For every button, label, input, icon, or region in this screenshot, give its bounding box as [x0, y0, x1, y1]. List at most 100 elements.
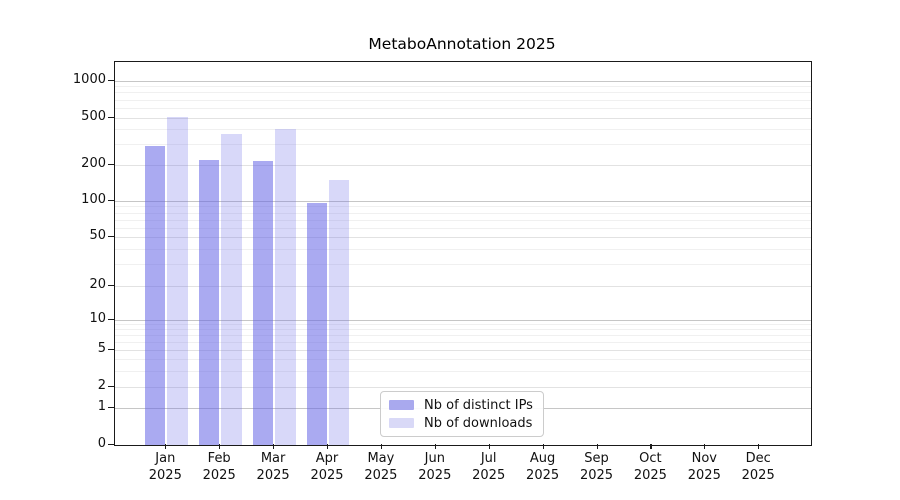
bar-mar-downloads [275, 128, 296, 445]
y-tickmark [108, 349, 114, 351]
legend-item-distinct-ips: Nb of distinct IPs [389, 398, 543, 413]
y-tickmark [108, 386, 114, 388]
x-tick-year: 2025 [418, 467, 452, 483]
x-tick-year: 2025 [687, 467, 721, 483]
y-tickmark [108, 444, 114, 446]
y-tickmark [108, 79, 114, 81]
gridline-minor [115, 107, 811, 109]
gridline-minor [115, 370, 811, 372]
gridline-major [115, 80, 811, 82]
gridline [115, 285, 811, 287]
y-tick-label: 20 [89, 276, 106, 292]
legend-item-downloads: Nb of downloads [389, 416, 543, 431]
legend-label-downloads: Nb of downloads [424, 415, 533, 431]
x-tickmark [273, 444, 275, 449]
y-tick-label: 0 [97, 436, 106, 451]
x-tickmark [219, 444, 221, 449]
x-tick-label-mar: Mar 2025 [241, 451, 305, 484]
gridline-major [115, 319, 811, 321]
gridline-minor [115, 329, 811, 331]
bar-jan-downloads [167, 116, 188, 445]
y-tick-label: 1000 [72, 71, 106, 87]
bar-feb-distinct-ips [198, 159, 220, 445]
chart-title: MetaboAnnotation 2025 [368, 35, 556, 53]
gridline [115, 387, 811, 388]
gridline-minor [115, 248, 811, 250]
x-tickmark [650, 444, 652, 449]
legend-swatch-distinct-ips [389, 400, 414, 410]
gridline-minor [115, 128, 811, 130]
x-tickmark [165, 444, 167, 449]
gridline-minor [115, 212, 811, 214]
x-tickmark [434, 444, 436, 449]
gridline-minor [115, 86, 811, 88]
x-tick-year: 2025 [526, 467, 560, 483]
y-tick-label: 2 [97, 378, 106, 393]
x-tick-label-sep: Sep 2025 [565, 451, 629, 484]
plot-area [114, 61, 812, 446]
y-tick-label: 100 [81, 192, 106, 207]
x-tickmark [704, 444, 706, 449]
y-tickmark [108, 163, 114, 165]
gridline-minor [115, 324, 811, 326]
x-tickmark [380, 444, 383, 449]
x-tick-year: 2025 [472, 467, 506, 483]
x-tick-year: 2025 [256, 467, 290, 483]
x-tickmark [596, 444, 598, 449]
chart-legend: Nb of distinct IPs Nb of downloads [380, 391, 544, 437]
x-tick-label-apr: Apr 2025 [295, 451, 359, 484]
x-tick-label-feb: Feb 2025 [187, 451, 251, 484]
bar-apr-downloads [328, 179, 350, 445]
y-tick-label: 500 [81, 108, 106, 124]
gridline-minor [115, 219, 811, 221]
x-tickmark [542, 444, 544, 449]
x-tick-label-oct: Oct 2025 [618, 451, 682, 484]
y-tick-label: 5 [97, 341, 106, 356]
y-tick-label: 50 [89, 228, 106, 243]
y-tick-label: 200 [81, 155, 106, 171]
x-tickmark [758, 444, 760, 449]
x-tick-label-may: May 2025 [349, 451, 413, 484]
y-tick-label: 10 [89, 310, 106, 326]
gridline [115, 117, 811, 119]
x-tick-year: 2025 [310, 467, 344, 483]
y-tickmark [108, 407, 114, 409]
gridline-minor [115, 206, 811, 208]
x-tickmark [327, 444, 329, 449]
y-tickmark [108, 200, 114, 202]
gridline [115, 350, 811, 351]
x-tick-label-jun: Jun 2025 [403, 451, 467, 484]
gridline-minor [115, 359, 811, 360]
y-tickmark [108, 116, 114, 118]
y-tick-label: 1 [97, 399, 106, 414]
x-tick-year: 2025 [741, 467, 775, 483]
y-tickmark [108, 318, 114, 320]
gridline [115, 164, 811, 166]
x-tick-label-jan: Jan 2025 [133, 451, 197, 484]
gridline-minor [115, 227, 811, 229]
x-tick-label-dec: Dec 2025 [726, 451, 790, 484]
x-tick-year: 2025 [633, 467, 667, 483]
x-tick-year: 2025 [202, 467, 236, 483]
gridline-minor [115, 143, 811, 145]
x-tickmark [488, 444, 490, 449]
x-tick-label-nov: Nov 2025 [672, 451, 736, 484]
y-tickmark [108, 284, 114, 286]
bar-mar-distinct-ips [252, 160, 274, 445]
bar-feb-downloads [221, 133, 242, 445]
gridline-minor [115, 264, 811, 266]
x-tick-label-aug: Aug 2025 [511, 451, 575, 484]
gridline-minor [115, 335, 811, 337]
x-tick-year: 2025 [148, 467, 182, 483]
x-tick-year: 2025 [364, 467, 398, 483]
x-tick-year: 2025 [579, 467, 614, 483]
y-tickmark [108, 236, 114, 238]
x-tick-label-jul: Jul 2025 [457, 451, 521, 484]
bar-jan-distinct-ips [144, 146, 166, 445]
gridline-minor [115, 99, 811, 101]
legend-swatch-downloads [389, 418, 414, 428]
bar-apr-distinct-ips [306, 202, 328, 445]
gridline-minor [115, 341, 811, 343]
gridline-major [115, 201, 811, 202]
